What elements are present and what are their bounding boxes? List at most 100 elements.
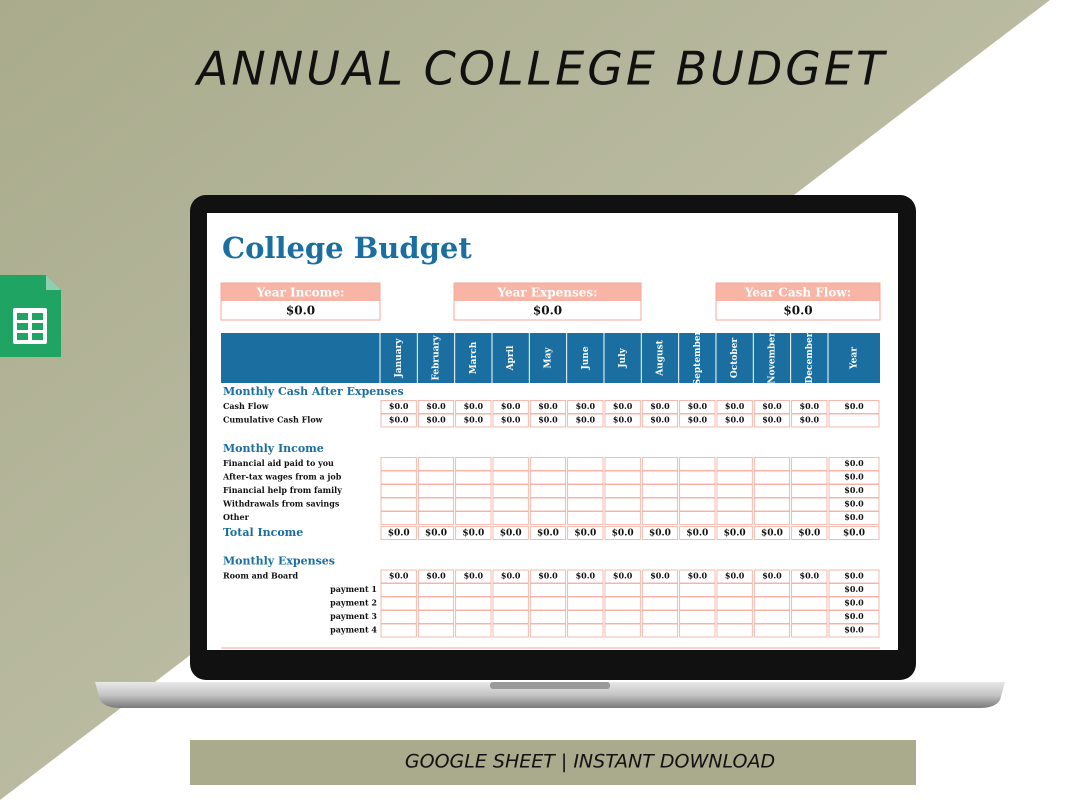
summary-value: $0.0 [286,304,315,318]
cell [716,400,753,414]
cell [455,623,492,638]
cell-value: $0.0 [800,401,820,411]
cell [417,623,455,638]
cell-value: $0.0 [724,529,746,539]
column-header: November [767,332,777,384]
cell-value: $0.0 [576,571,596,581]
cell [716,623,753,638]
column-header: Year [850,347,860,370]
cell-value: $0.0 [844,485,864,495]
cell [567,400,604,414]
section-title: Monthly Income [223,442,324,455]
cell [791,457,828,471]
cell [455,400,492,414]
column-header: January [394,338,404,379]
row-label: Cumulative Cash Flow [223,415,324,425]
summary-value: $0.0 [533,304,562,318]
cell-value: $0.0 [844,598,864,608]
summary-header [454,283,641,301]
cell-value: $0.0 [576,415,596,425]
row-label: Other [223,512,250,522]
cell [455,497,492,512]
row-label: payment 2 [330,598,377,608]
cell-value: $0.0 [762,571,782,581]
cell [604,596,641,611]
cell [641,497,679,512]
cell [753,583,791,597]
cell [828,623,880,638]
cell [380,596,417,611]
cell [641,511,679,525]
footer-text: GOOGLE SHEET | INSTANT DOWNLOAD [405,751,775,773]
cell [492,596,529,611]
cell [417,596,455,611]
cell [492,623,529,638]
cell [716,569,753,584]
cell [604,511,641,525]
cell-value: $0.0 [462,529,484,539]
cell [567,596,604,611]
cell [455,610,492,624]
cell [417,511,455,525]
summary-box [453,282,642,321]
cell [417,484,455,498]
cell [679,623,716,638]
cell-value: $0.0 [464,415,484,425]
cell [455,526,492,540]
cell [679,526,716,540]
cell [716,511,753,525]
cell [828,484,880,498]
cell-value: $0.0 [725,401,745,411]
cell [604,400,641,414]
cell [380,457,417,471]
cell [492,470,529,485]
cell-value: $0.0 [686,529,708,539]
cell-value: $0.0 [613,401,633,411]
cell-value: $0.0 [389,401,409,411]
cell [791,583,828,597]
cell [567,457,604,471]
cell [828,610,880,624]
cell [567,583,604,597]
cell-value: $0.0 [388,529,410,539]
cell [417,457,455,471]
cell [679,511,716,525]
cell [567,511,604,525]
column-header: December [805,332,815,383]
cell [604,484,641,498]
cell [791,610,828,624]
cell-value: $0.0 [613,571,633,581]
cell [604,470,641,485]
section-title: Monthly Cash After Expenses [223,385,404,398]
cell [828,400,880,414]
column-header: July [618,348,628,369]
cell-value: $0.0 [464,571,484,581]
row-label: Room and Board [223,571,298,581]
cell [567,526,604,540]
cell-value: $0.0 [389,415,409,425]
row-label: payment 3 [330,611,377,621]
cell-value: $0.0 [762,401,782,411]
banner-title: ANNUAL COLLEGE BUDGET [194,42,888,96]
cell [380,610,417,624]
row-label: Financial aid paid to you [223,458,334,468]
cell [492,583,529,597]
cell [753,413,791,428]
cell-value: $0.0 [800,571,820,581]
cell [791,400,828,414]
cell [529,470,567,485]
cell [492,610,529,624]
cell [380,413,417,428]
cell [716,610,753,624]
cell [380,470,417,485]
cell [679,583,716,597]
cell [567,569,604,584]
cell [380,400,417,414]
summary-box [220,282,381,321]
cell [567,497,604,512]
section-title: Monthly Expenses [223,555,335,568]
cell [791,511,828,525]
summary-header [221,283,380,301]
cell [604,413,641,428]
